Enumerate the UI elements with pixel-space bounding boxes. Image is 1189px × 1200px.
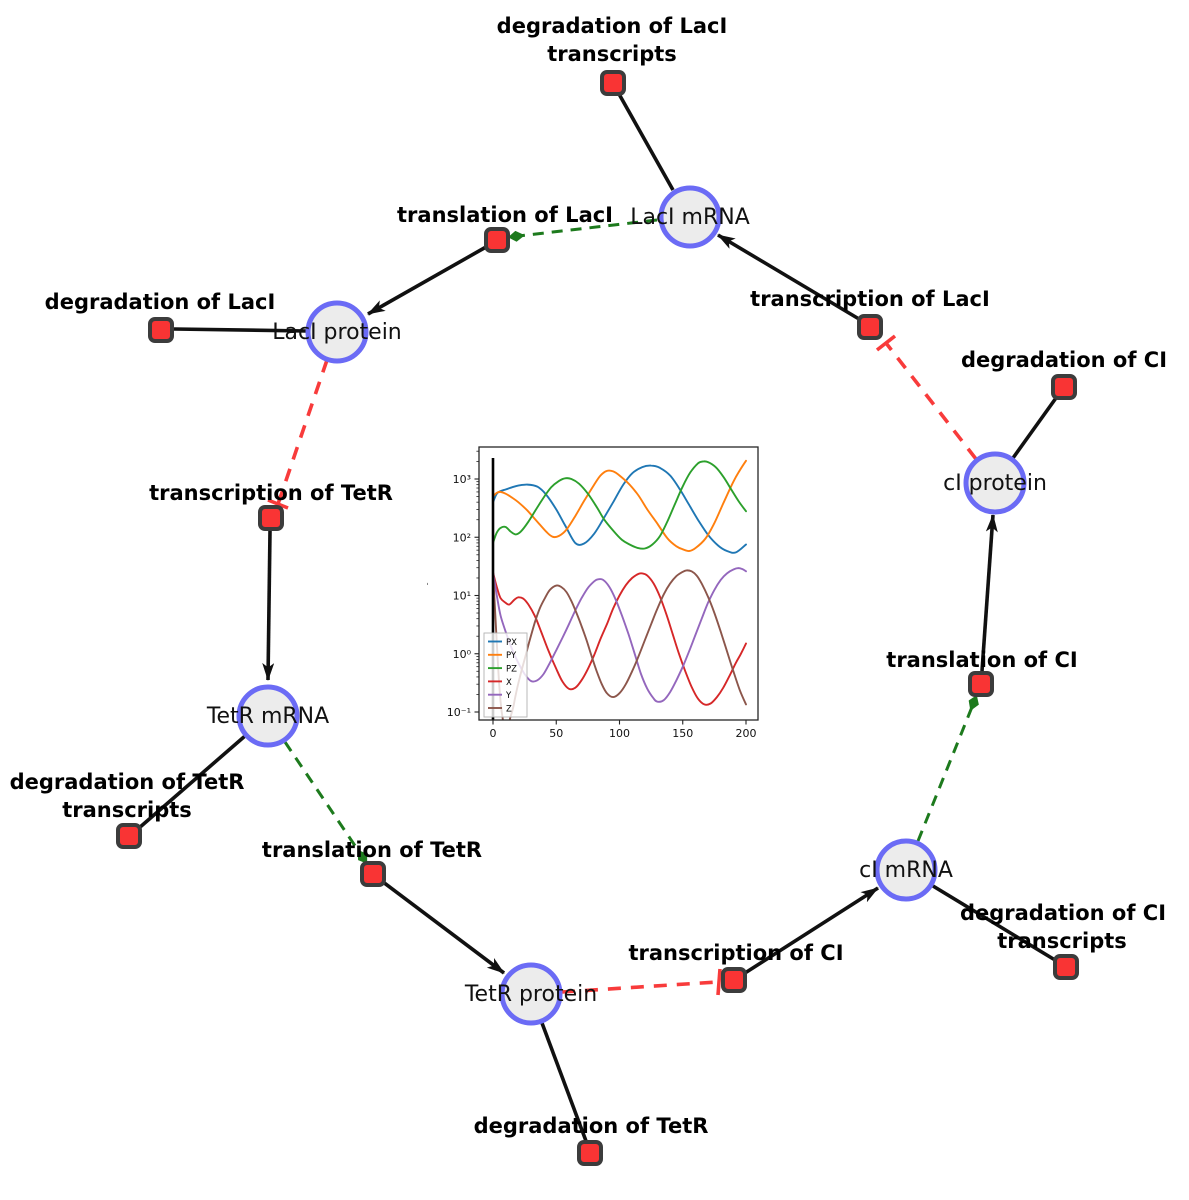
label-tetr-mrna: TetR mRNA [206, 704, 329, 729]
label-degradation-tetr: degradation of TetR [474, 1114, 709, 1138]
node-translation-tetr[interactable] [360, 861, 386, 887]
edge-cimrna-to-deg-transcripts [932, 884, 1056, 962]
label-ci-protein: cI protein [943, 471, 1047, 496]
legend-label-PY: PY [506, 651, 517, 661]
edge-ciprotein-to-deg [1011, 396, 1058, 460]
chart-curves [491, 458, 747, 720]
label-laci-mrna: LacI mRNA [630, 205, 750, 230]
node-translation-ci[interactable] [968, 671, 994, 697]
label-tetr-protein: TetR protein [464, 982, 597, 1007]
node-transcription-laci[interactable] [857, 314, 883, 340]
x-tick-label: 0 [490, 727, 497, 740]
edge-laciprotein-to-deg [173, 327, 308, 333]
node-degradation-ci[interactable] [1051, 374, 1077, 400]
label-translation-ci: translation of CI [886, 648, 1077, 672]
label-degradation-ci-transcripts-2: transcripts [997, 929, 1127, 953]
y-tick-label: 10⁻¹ [447, 706, 471, 719]
edge-tetrprotein-inhibits-transcription-ci [561, 980, 718, 994]
edge-transcription-ci-to-cimrna [744, 886, 879, 975]
y-tick-label: 10² [453, 531, 471, 544]
y-tick-label: 10⁰ [453, 648, 472, 661]
node-degradation-tetr[interactable] [577, 1140, 603, 1166]
edge-tetrmrna-catalyzes-translation [283, 741, 368, 864]
label-degradation-laci-transcripts-1: degradation of LacI [497, 14, 728, 38]
x-tick-label: 50 [549, 727, 563, 740]
node-transcription-tetr[interactable] [258, 505, 284, 531]
edge-translation-ci-to-ciprotein [980, 514, 998, 672]
chart-figure-bg [428, 433, 776, 765]
network-edges [137, 93, 1058, 1142]
edge-tetrprotein-to-deg [540, 1022, 588, 1142]
node-laci-protein[interactable] [305, 300, 369, 364]
node-degradation-laci[interactable] [148, 317, 174, 343]
edge-lacimrna-catalyzes-translation [508, 218, 658, 242]
inset-chart: Value Time 10⁻¹10⁰10¹10²10³050100150200P… [426, 433, 776, 765]
legend-label-PZ: PZ [506, 665, 517, 675]
label-translation-tetr: translation of TetR [262, 838, 482, 862]
node-translation-laci[interactable] [484, 227, 510, 253]
edge-translation-tetr-to-tetrprotein [381, 880, 506, 975]
node-laci-mrna[interactable] [658, 185, 722, 249]
node-tetr-mrna[interactable] [236, 684, 300, 748]
chart-axes-frame [478, 446, 759, 721]
node-transcription-ci[interactable] [721, 967, 747, 993]
label-laci-protein: LacI protein [272, 320, 402, 345]
edge-translation-laci-to-laciprotein [367, 245, 487, 316]
chart-series-PZ [492, 460, 747, 550]
label-degradation-ci: degradation of CI [961, 348, 1167, 372]
label-transcription-ci: transcription of CI [628, 941, 843, 965]
tbar-transcription-ci [716, 968, 722, 996]
legend-label-PX: PX [506, 638, 517, 648]
edge-tetrmrna-to-deg-transcripts [137, 734, 247, 830]
node-degradation-laci-transcripts[interactable] [600, 70, 626, 96]
label-degradation-laci-transcripts-2: transcripts [547, 42, 677, 66]
edge-transcription-laci-to-lacimrna [717, 233, 860, 321]
label-transcription-tetr: transcription of TetR [149, 481, 393, 505]
label-degradation-tetr-transcripts-1: degradation of TetR [10, 770, 245, 794]
edge-transcription-tetr-to-tetrmrna [262, 530, 275, 681]
label-transcription-laci: transcription of LacI [750, 287, 990, 311]
label-degradation-laci: degradation of LacI [45, 290, 276, 314]
legend-label-X: X [506, 678, 512, 688]
edge-ciprotein-inhibits-transcription-laci [884, 341, 978, 461]
label-ci-mrna: cI mRNA [859, 858, 953, 883]
tbar-transcription-tetr [267, 498, 289, 510]
node-ci-mrna[interactable] [874, 838, 938, 902]
x-tick-label: 150 [672, 727, 693, 740]
tbar-transcription-laci [875, 334, 897, 352]
y-tick-label: 10¹ [453, 590, 471, 603]
network-nodes [116, 70, 1079, 1166]
chart-series-PY [492, 459, 747, 552]
label-degradation-tetr-transcripts-2: transcripts [62, 798, 192, 822]
legend-label-Y: Y [505, 691, 512, 701]
chart-series-Y [492, 567, 747, 703]
node-degradation-tetr-transcripts[interactable] [116, 823, 142, 849]
node-degradation-ci-transcripts[interactable] [1053, 954, 1079, 980]
y-tick-label: 10³ [453, 473, 471, 486]
x-tick-label: 200 [736, 727, 757, 740]
legend-box [483, 632, 528, 718]
label-translation-laci: translation of LacI [397, 203, 613, 227]
network-labels: degradation of LacI transcripts translat… [10, 14, 1167, 1138]
edge-lacimrna-to-deg-transcripts [617, 93, 675, 191]
label-degradation-ci-transcripts-1: degradation of CI [960, 901, 1166, 925]
node-tetr-protein[interactable] [499, 962, 563, 1026]
chart-legend: PX PY PZ XYZ [483, 632, 528, 718]
legend-label-Z: Z [506, 704, 512, 714]
edge-cimrna-catalyzes-translation [916, 695, 979, 842]
node-ci-protein[interactable] [963, 451, 1027, 515]
x-tick-label: 100 [609, 727, 630, 740]
chart-series-PX [492, 464, 747, 554]
edge-laciprotein-inhibits-transcription-tetr [276, 359, 329, 505]
